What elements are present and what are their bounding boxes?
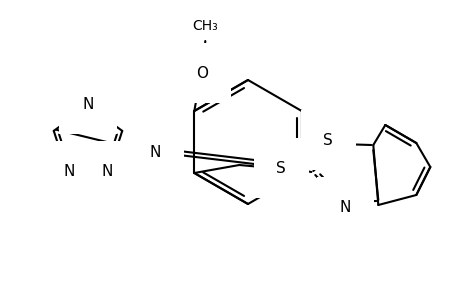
Text: S: S	[323, 133, 332, 148]
Text: S: S	[276, 160, 285, 175]
Text: N: N	[149, 145, 160, 160]
Text: N: N	[339, 200, 350, 214]
Text: N: N	[101, 164, 112, 178]
Text: O: O	[196, 65, 208, 80]
Text: N: N	[82, 97, 94, 112]
Text: CH₃: CH₃	[192, 19, 218, 33]
Text: N: N	[63, 164, 74, 178]
